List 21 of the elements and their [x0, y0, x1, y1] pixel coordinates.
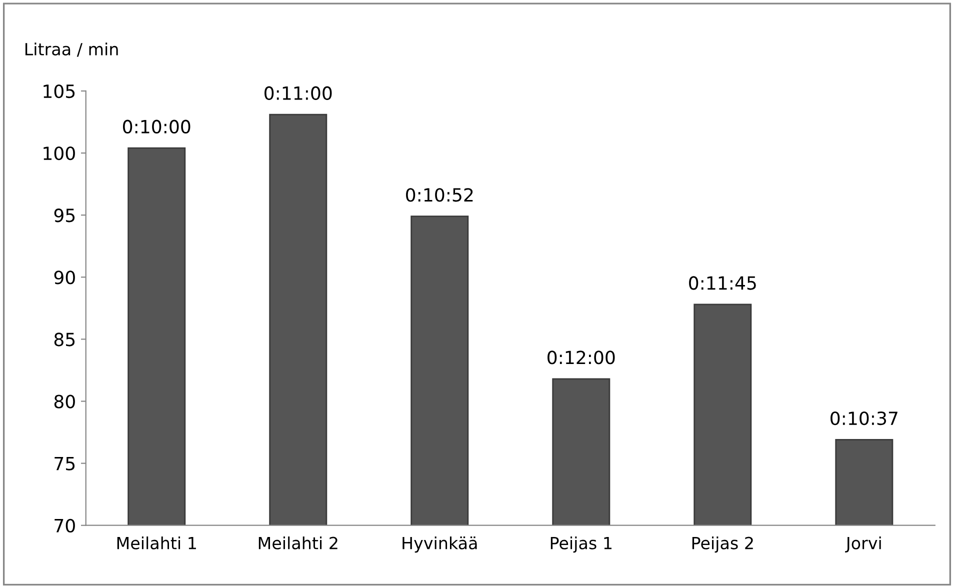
- annotation: 0:12:00: [548, 350, 615, 364]
- y-tick-label: 95: [54, 208, 75, 222]
- x-tick-label: Jorvi: [845, 536, 881, 552]
- y-tick-label: 70: [54, 518, 75, 532]
- y-tick-label: 105: [44, 84, 75, 98]
- annotation: 0:11:45: [689, 276, 756, 290]
- x-tick-label: Meilahti 1: [117, 536, 196, 550]
- annotation: 0:10:00: [123, 120, 190, 134]
- annotation: 0:10:37: [830, 411, 898, 426]
- annotation: 0:11:00: [264, 86, 332, 100]
- annotation: 0:10:52: [406, 188, 473, 202]
- y-axis-title: Litraa / min: [25, 42, 118, 57]
- x-tick-label: Peijas 2: [692, 536, 753, 553]
- y-tick-label: 85: [54, 332, 75, 346]
- x-tick-label: Meilahti 2: [258, 536, 338, 550]
- y-tick-label: 80: [54, 394, 75, 408]
- y-tick-label: 75: [54, 457, 75, 470]
- x-tick-label: Hyvinkää: [402, 536, 477, 553]
- x-tick-label: Peijas 1: [550, 536, 612, 553]
- y-tick-label: 90: [54, 270, 75, 284]
- y-tick-label: 100: [44, 146, 75, 160]
